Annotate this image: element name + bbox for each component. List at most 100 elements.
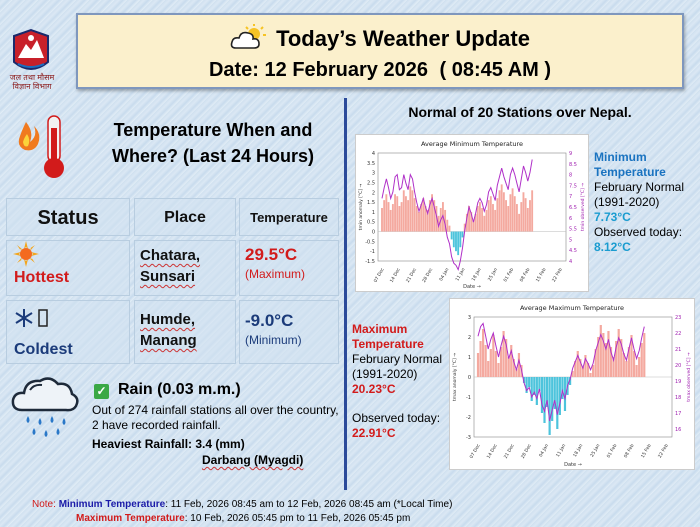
anomaly-bar bbox=[472, 219, 475, 232]
anomaly-bar bbox=[505, 339, 508, 377]
y-tick-label: 4 bbox=[372, 151, 375, 157]
hottest-place: Chatara, Sunsari bbox=[140, 247, 201, 285]
anomaly-bar bbox=[543, 377, 546, 423]
anomaly-bar bbox=[589, 373, 592, 377]
anomaly-bar bbox=[498, 190, 501, 232]
normals-title: Normal of 20 Stations over Nepal. bbox=[408, 104, 632, 120]
anomaly-bar bbox=[571, 371, 574, 377]
anomaly-bar bbox=[461, 231, 464, 238]
anomaly-bar bbox=[435, 206, 438, 232]
x-tick-label: 08 Feb bbox=[519, 267, 532, 283]
anomaly-bar bbox=[627, 347, 631, 377]
y2-tick-label: 6.5 bbox=[569, 205, 577, 211]
max-normal-value: 20.23°C bbox=[352, 382, 396, 396]
anomaly-bar bbox=[487, 200, 490, 232]
footer-note-max: Maximum Temperature: 10 Feb, 2026 05:45 … bbox=[76, 513, 411, 524]
anomaly-bar bbox=[396, 196, 399, 232]
chart-title: Average Minimum Temperature bbox=[421, 140, 523, 148]
coldest-place: Humde, Manang bbox=[140, 311, 197, 349]
coldest-temp-type: (Minimum) bbox=[245, 333, 302, 347]
anomaly-bar bbox=[635, 365, 638, 377]
anomaly-bar bbox=[474, 213, 477, 232]
anomaly-bar bbox=[415, 206, 418, 232]
hottest-temp-cell: 29.5°C (Maximum) bbox=[239, 240, 339, 296]
anomaly-bar bbox=[563, 377, 567, 411]
anomaly-bar bbox=[400, 202, 403, 232]
anomaly-bar bbox=[586, 363, 590, 377]
y-tick-label: 3 bbox=[372, 171, 375, 177]
anomaly-bar bbox=[615, 341, 618, 377]
anomaly-bar bbox=[426, 209, 429, 232]
anomaly-bar bbox=[483, 215, 486, 232]
anomaly-bar bbox=[526, 207, 529, 232]
y2-tick-label: 8 bbox=[569, 173, 572, 179]
anomaly-bar bbox=[643, 333, 646, 377]
y-tick-label: 0 bbox=[468, 375, 471, 381]
anomaly-bar bbox=[492, 204, 494, 232]
y2-tick-label: 18 bbox=[675, 395, 681, 401]
anomaly-bar bbox=[553, 377, 556, 409]
footer-note-min: Note: Minimum Temperature: 11 Feb, 2026 … bbox=[32, 499, 453, 510]
anomaly-bar bbox=[530, 377, 533, 401]
anomaly-bar bbox=[411, 190, 414, 232]
y-tick-label: -1 bbox=[370, 249, 375, 255]
max-temperature-info: Maximum Temperature February Normal (199… bbox=[352, 322, 448, 441]
x-tick-label: 01 Feb bbox=[606, 443, 619, 459]
anomaly-bar bbox=[632, 351, 636, 377]
min-observed-label: Observed today: bbox=[594, 225, 683, 239]
anomaly-bar bbox=[509, 194, 512, 232]
anomaly-bar bbox=[496, 198, 499, 232]
y2-axis-label: tmax observed [°C] → bbox=[686, 352, 692, 402]
hottest-temp-type: (Maximum) bbox=[245, 267, 305, 281]
anomaly-bar bbox=[463, 223, 466, 232]
y2-tick-label: 5.5 bbox=[569, 227, 577, 233]
y-tick-label: -1.5 bbox=[365, 259, 375, 265]
anomaly-bar bbox=[478, 202, 481, 232]
anomaly-bar bbox=[511, 188, 514, 232]
anomaly-bar bbox=[433, 200, 436, 232]
anomaly-bar bbox=[437, 215, 440, 232]
x-tick-label: 04 Jan bbox=[538, 443, 550, 458]
chart-title: Average Maximum Temperature bbox=[520, 304, 624, 312]
x-tick-label: 15 Feb bbox=[640, 443, 653, 459]
anomaly-bar bbox=[594, 349, 597, 377]
y2-tick-label: 21 bbox=[675, 347, 681, 353]
anomaly-bar bbox=[428, 200, 431, 232]
anomaly-bar bbox=[489, 349, 492, 377]
anomaly-bar bbox=[505, 200, 507, 232]
anomaly-bar bbox=[525, 377, 528, 393]
anomaly-bar bbox=[468, 206, 470, 232]
anomaly-bar bbox=[494, 209, 497, 232]
anomaly-bar bbox=[479, 341, 482, 377]
anomaly-bar bbox=[402, 190, 405, 232]
x-tick-label: 08 Feb bbox=[623, 443, 636, 459]
anomaly-bar bbox=[407, 200, 410, 232]
observed-line bbox=[381, 159, 533, 272]
anomaly-bar bbox=[535, 377, 538, 405]
y2-tick-label: 20 bbox=[675, 363, 681, 369]
anomaly-bar bbox=[520, 202, 523, 232]
cloud-sun-icon bbox=[230, 24, 268, 56]
max-temperature-chart: Average Maximum Temperature 3 2 1 0 -1 -2 -3 23 2… bbox=[449, 298, 695, 470]
min-normal-value: 7.73°C bbox=[594, 210, 631, 224]
y-tick-label: 3.5 bbox=[367, 161, 375, 167]
header-temperature: Temperature bbox=[239, 198, 339, 236]
anomaly-bar bbox=[640, 343, 643, 377]
anomaly-bar bbox=[409, 186, 412, 232]
anomaly-bar bbox=[545, 377, 549, 407]
anomaly-bar bbox=[476, 206, 479, 232]
anomaly-bar bbox=[476, 353, 480, 377]
y-tick-label: 2 bbox=[468, 335, 471, 341]
anomaly-bar bbox=[455, 231, 457, 252]
y2-tick-label: 8.5 bbox=[569, 162, 577, 168]
x-tick-label: 11 Jan bbox=[555, 443, 567, 458]
anomaly-bar bbox=[540, 377, 544, 413]
anomaly-bar bbox=[413, 198, 416, 232]
anomaly-bar bbox=[405, 196, 407, 232]
anomaly-bar bbox=[602, 333, 605, 377]
anomaly-bar bbox=[548, 377, 551, 435]
anomaly-bar bbox=[450, 231, 453, 240]
anomaly-bar bbox=[385, 194, 388, 232]
x-tick-label: 14 Dec bbox=[486, 443, 499, 460]
y-tick-label: 1 bbox=[468, 355, 471, 361]
